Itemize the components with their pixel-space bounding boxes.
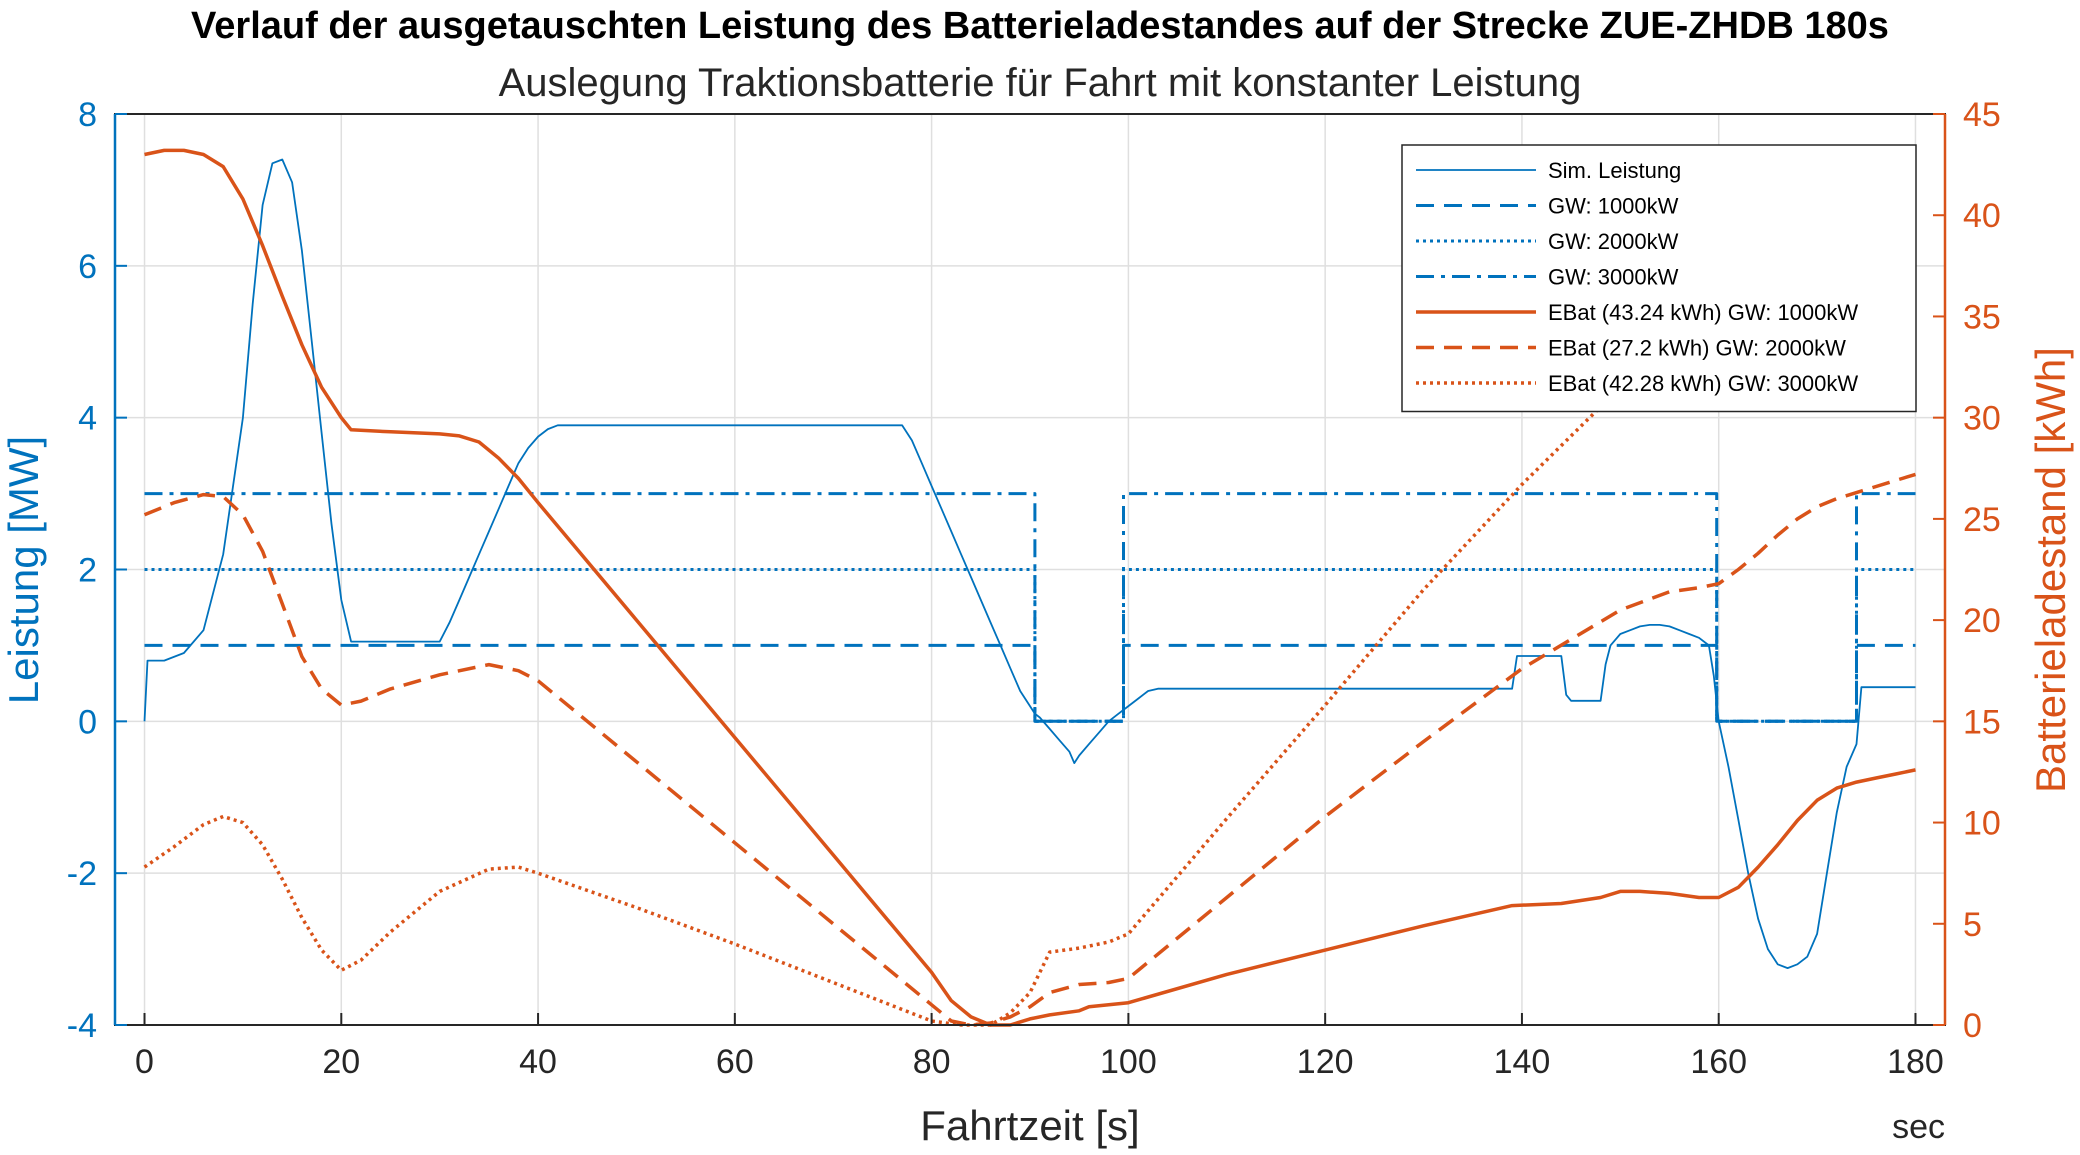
x-tick-label: 80 (913, 1043, 951, 1081)
x-tick-label: 100 (1100, 1043, 1157, 1081)
legend-entry-label: GW: 1000kW (1548, 194, 1679, 219)
y-right-tick-label: 20 (1963, 602, 2001, 640)
series-line-0 (143, 158, 1916, 969)
series-layer (143, 148, 1917, 1027)
y-left-tick-label: 6 (78, 248, 97, 286)
series-line-6 (143, 167, 1917, 1027)
x-tick-label: 160 (1690, 1043, 1747, 1081)
x-axis-label: Fahrtzeit [s] (920, 1102, 1139, 1149)
y-right-tick-label: 30 (1963, 400, 2001, 438)
x-tick-label: 140 (1494, 1043, 1551, 1081)
legend-box (1401, 144, 1917, 413)
y-left-tick-label: 0 (78, 703, 97, 741)
x-tick-label: 20 (322, 1043, 360, 1081)
y-right-axis-label: Batterieladestand [kWh] (2027, 347, 2074, 793)
y-left-tick-label: 2 (78, 552, 97, 590)
x-tick-label: 40 (519, 1043, 557, 1081)
legend-entry-label: EBat (43.24 kWh) GW: 1000kW (1548, 300, 1858, 325)
y-left-axis-label: Leistung [MW] (0, 436, 47, 704)
y-right-tick-label: 25 (1963, 501, 2001, 539)
y-left-tick-label: 4 (78, 400, 97, 438)
chart-subtitle: Auslegung Traktionsbatterie für Fahrt mi… (499, 61, 1582, 105)
x-tick-label: 180 (1887, 1043, 1944, 1081)
x-tick-label: 60 (716, 1043, 754, 1081)
y-right-tick-label: 0 (1963, 1007, 1982, 1045)
legend-entry-label: Sim. Leistung (1548, 158, 1681, 183)
y-right-tick-label: 45 (1963, 96, 2001, 134)
series-line-5 (143, 472, 1917, 1027)
series-line-3 (144, 492, 1916, 723)
series-line-4 (144, 148, 1916, 1027)
y-right-tick-label: 35 (1963, 298, 2001, 336)
y-left-tick-label: -4 (67, 1007, 97, 1045)
y-right-tick-label: 40 (1963, 197, 2001, 235)
y-right-tick-label: 10 (1963, 805, 2001, 843)
legend-entry-label: EBat (27.2 kWh) GW: 2000kW (1548, 336, 1846, 361)
x-axis-unit-label: sec (1892, 1108, 1945, 1146)
x-tick-label: 120 (1297, 1043, 1354, 1081)
axes: 0 20 40 60 80 100 120 140 160 180-4-2024680510152… (67, 96, 2001, 1081)
y-right-tick-label: 15 (1963, 703, 2001, 741)
y-left-tick-label: 8 (78, 96, 97, 134)
legend-entry-label: GW: 2000kW (1548, 229, 1679, 254)
y-left-tick-label: -2 (67, 855, 97, 893)
chart-title: Verlauf der ausgetauschten Leistung des … (191, 5, 1889, 47)
series-line-2 (144, 568, 1916, 723)
y-right-tick-label: 5 (1963, 906, 1982, 944)
legend-entry-label: EBat (42.28 kWh) GW: 3000kW (1548, 371, 1858, 396)
x-tick-label: 0 (135, 1043, 154, 1081)
legend-entry-label: GW: 3000kW (1548, 265, 1679, 290)
legend: Sim. Leistung GW: 1000kW GW: 2000kW GW: 300… (1401, 144, 1917, 413)
